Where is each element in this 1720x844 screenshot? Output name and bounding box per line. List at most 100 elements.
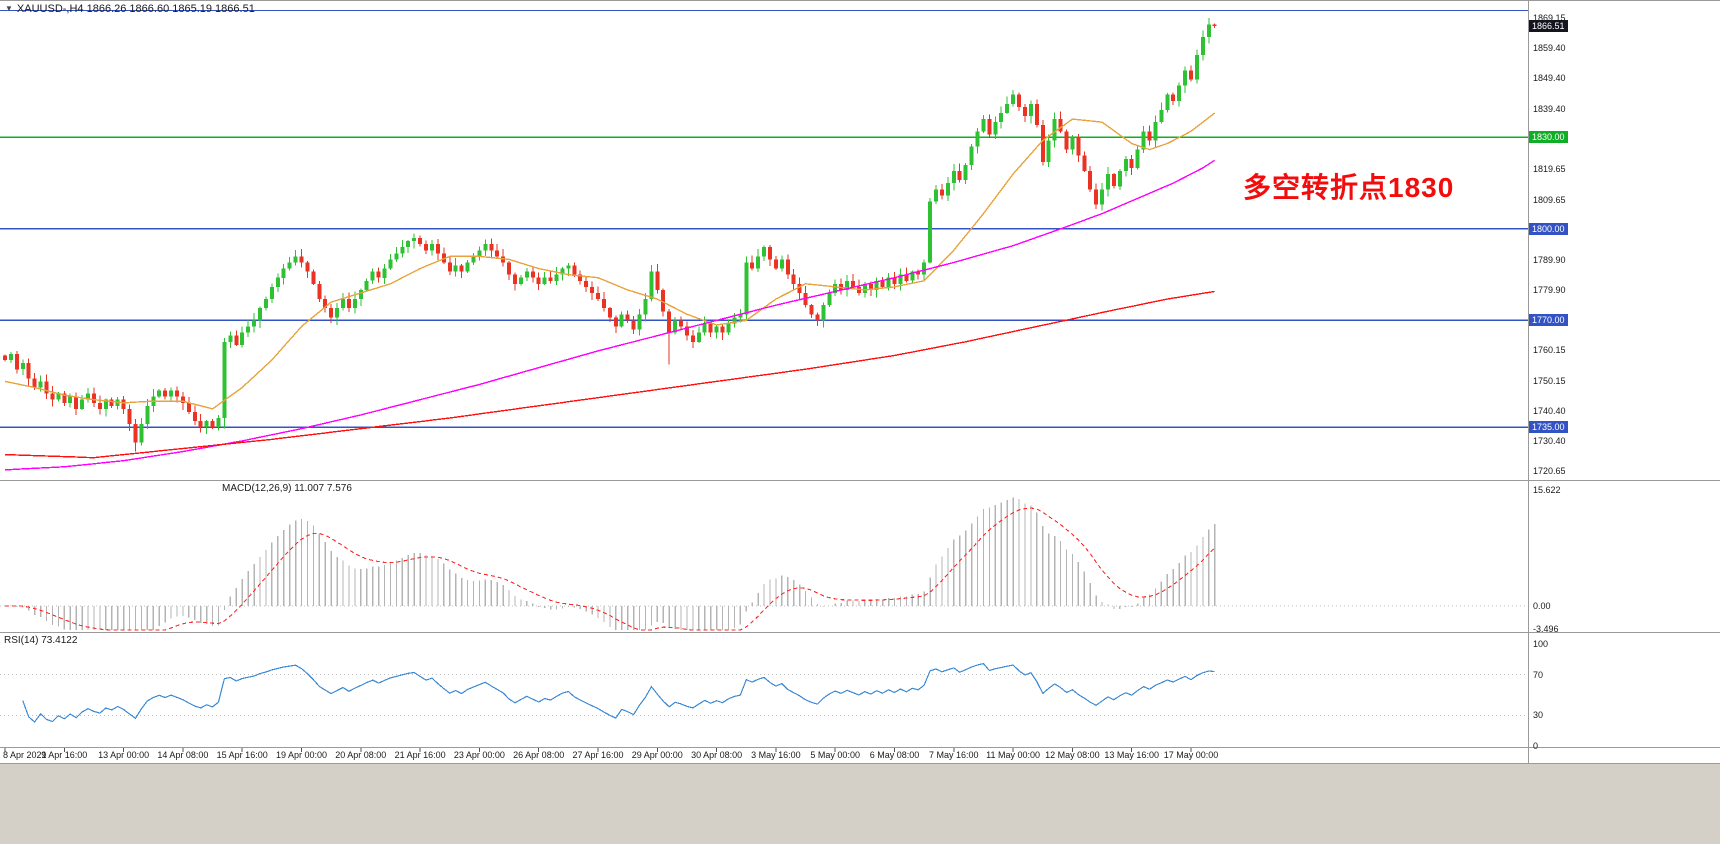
candle-body (524, 271, 529, 278)
candle-body (596, 293, 600, 300)
candle-body (934, 189, 938, 202)
candle-body (1165, 94, 1170, 110)
candle-body (163, 390, 168, 397)
candle-body (1206, 24, 1211, 37)
macd-indicator-label: MACD(12,26,9) 11.007 7.576 (222, 483, 352, 494)
candle-body (281, 268, 286, 278)
candle-body (252, 320, 257, 327)
candle-body (364, 280, 369, 290)
candle-body (145, 405, 150, 425)
candle-body (756, 256, 761, 269)
candle-body (1117, 171, 1122, 187)
candle-body (441, 253, 446, 263)
candle-body (702, 323, 707, 333)
candle-body (489, 244, 494, 251)
candle-body (684, 326, 689, 336)
candle-body (945, 183, 950, 196)
candle-body (1088, 171, 1093, 190)
candle-body (91, 393, 96, 403)
macd-signal-line (4, 507, 1216, 631)
candle-body (121, 399, 126, 409)
candle-body (1106, 174, 1110, 190)
candle-body (109, 399, 114, 406)
candle-body (275, 277, 280, 287)
candle-body (542, 277, 547, 284)
candle-body (560, 268, 565, 275)
candle-body (186, 402, 191, 412)
candle-body (868, 283, 873, 290)
candle-body (821, 305, 826, 321)
candle-body (311, 271, 316, 284)
candle-body (8, 354, 13, 361)
candle-body (305, 262, 310, 272)
candle-body (631, 320, 636, 330)
candle-body (1123, 158, 1128, 171)
candle-body (762, 247, 766, 257)
candle-body (358, 289, 363, 300)
candle-body (412, 238, 417, 242)
candle-body (779, 259, 784, 269)
candle-body (352, 299, 357, 309)
candle-body (234, 335, 239, 345)
candle-body (293, 256, 298, 263)
candle-body (3, 355, 7, 361)
candle-body (1129, 158, 1134, 168)
candle-body (744, 262, 749, 315)
candle-body (1171, 94, 1176, 101)
candle-body (430, 244, 434, 251)
candle-body (566, 265, 571, 269)
candle-body (32, 378, 37, 388)
candle-body (453, 265, 458, 272)
candle-body (447, 262, 452, 272)
candle-body (394, 253, 399, 260)
candle-body (424, 244, 428, 251)
candle-body (246, 326, 251, 333)
candle-body (1141, 131, 1146, 150)
candle-body (1028, 103, 1033, 117)
candle-body (578, 274, 583, 281)
candle-body (530, 271, 535, 278)
candle-body (1034, 103, 1039, 126)
candle-body (1023, 106, 1027, 117)
candle-body (922, 262, 927, 275)
candle-body (661, 289, 666, 312)
candle-body (86, 393, 90, 400)
candle-body (198, 421, 203, 428)
candle-body (833, 283, 838, 293)
candle-body (1011, 94, 1016, 104)
candle-body (1040, 125, 1045, 162)
candle-body (679, 320, 683, 327)
candle-body (939, 189, 944, 196)
candle-body (981, 119, 986, 132)
candle-body (673, 320, 678, 333)
candle-body (696, 332, 701, 342)
symbol-dropdown-icon[interactable]: ▼ (5, 4, 13, 13)
candle-body (874, 280, 879, 290)
candle-body (1005, 103, 1010, 114)
candle-body (127, 408, 132, 425)
candle-body (1212, 24, 1217, 27)
candle-body (240, 332, 245, 345)
candle-body (204, 421, 209, 428)
candle-body (139, 424, 144, 443)
candle-body (406, 241, 411, 248)
candle-body (26, 363, 31, 379)
candle-body (80, 399, 85, 409)
candle-body (1046, 140, 1051, 162)
candle-body (216, 418, 221, 428)
candle-body (708, 323, 713, 333)
candle-body (192, 411, 197, 421)
candle-body (400, 247, 405, 254)
candle-body (388, 259, 393, 269)
candle-body (572, 265, 577, 275)
candle-body (714, 326, 719, 333)
candle-body (518, 277, 523, 284)
candle-body (803, 293, 808, 306)
candle-body (38, 381, 43, 388)
candle-body (258, 308, 262, 321)
candle-body (768, 247, 772, 260)
candle-body (103, 399, 108, 409)
bottom-gutter (0, 764, 1720, 844)
